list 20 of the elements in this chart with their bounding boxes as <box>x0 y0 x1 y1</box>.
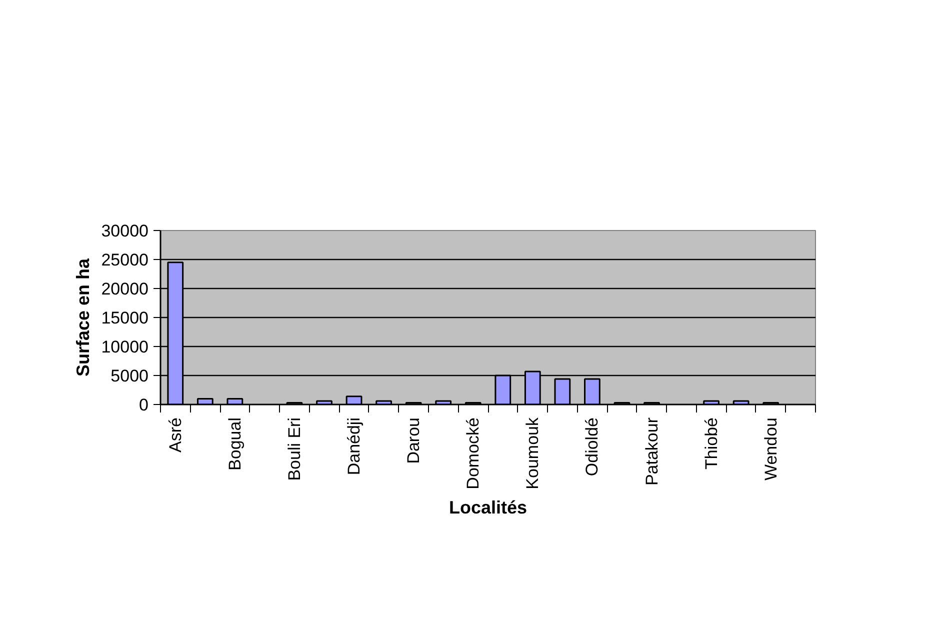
x-tick-label: Wendou <box>761 417 780 481</box>
x-tick-label: Domocké <box>464 417 483 490</box>
y-tick-label: 30000 <box>101 222 149 240</box>
y-tick-label: 25000 <box>101 250 149 270</box>
x-tick-label: Patakour <box>642 417 662 486</box>
y-tick-label: 15000 <box>101 308 149 328</box>
x-tick-label: Bogual <box>225 417 244 470</box>
x-tick-label: Darou <box>404 417 424 464</box>
x-tick-label: Koumouk <box>523 417 542 490</box>
x-tick-label: Bouli Eri <box>284 417 304 481</box>
y-tick-label: 5000 <box>110 366 149 386</box>
y-axis-title: Surface en ha <box>73 257 94 377</box>
x-tick-label: Asré <box>166 417 185 452</box>
x-tick-label: Odioldé <box>582 417 602 476</box>
x-axis-title: Localités <box>448 497 528 518</box>
x-tick-label: Thiobé <box>702 417 721 470</box>
y-tick-label: 10000 <box>101 338 149 356</box>
y-tick-label: 20000 <box>101 280 149 298</box>
y-tick-label: 0 <box>139 396 149 414</box>
x-tick-label: Danédji <box>344 417 364 476</box>
